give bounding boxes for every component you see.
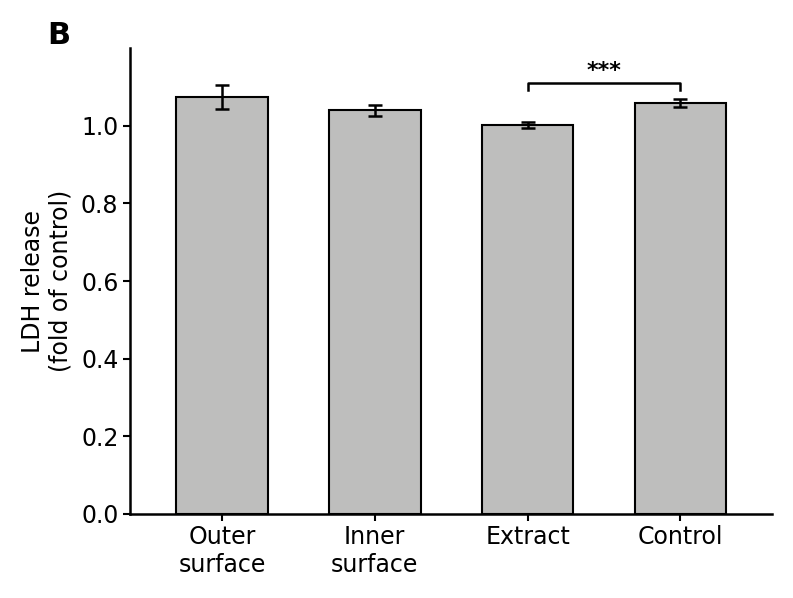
Bar (329, 111, 420, 514)
Bar (482, 125, 573, 514)
Bar (634, 103, 726, 514)
Bar (176, 97, 268, 514)
Y-axis label: LDH release
(fold of control): LDH release (fold of control) (21, 190, 73, 372)
Text: B: B (47, 20, 70, 50)
Text: ***: *** (587, 62, 622, 81)
